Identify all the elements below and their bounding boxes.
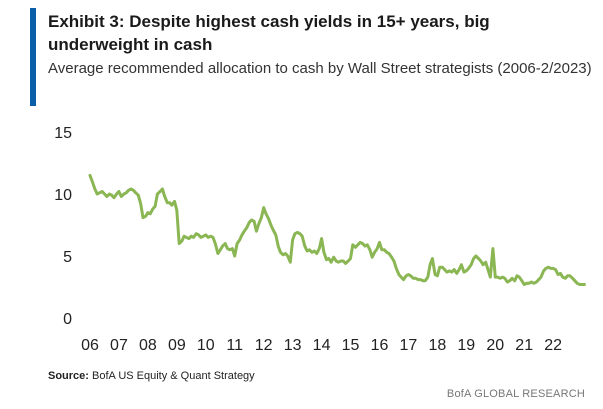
x-tick-label: 16	[371, 337, 389, 354]
x-tick-label: 07	[110, 337, 128, 354]
y-tick-label: 15	[54, 125, 72, 142]
x-tick-label: 21	[515, 337, 533, 354]
source-label: Source:	[48, 370, 89, 382]
x-axis: 06 07 08 09 10 11 12 13 14 15 16 17 18 19 20 21 22	[81, 337, 562, 354]
source-text: BofA US Equity & Quant Strategy	[92, 370, 255, 382]
chart-subtitle: Average recommended allocation to cash b…	[48, 60, 592, 77]
source-note: Source: BofA US Equity & Quant Strategy	[48, 370, 255, 382]
x-tick-label: 13	[284, 337, 302, 354]
y-tick-label: 5	[63, 249, 72, 266]
series-layer	[88, 173, 586, 286]
x-tick-label: 09	[168, 337, 186, 354]
x-tick-label: 19	[457, 337, 475, 354]
x-tick-label: 22	[544, 337, 562, 354]
x-tick-label: 10	[197, 337, 215, 354]
chart-title: Exhibit 3: Despite highest cash yields i…	[48, 12, 490, 54]
line-chart: 0 5 10 15 06 07 08 09 10 11 12 13 14 15 16 17 18 19 20 21 2…	[54, 125, 586, 354]
x-tick-label: 18	[428, 337, 446, 354]
x-tick-label: 15	[342, 337, 360, 354]
x-tick-label: 17	[400, 337, 418, 354]
x-tick-label: 20	[486, 337, 504, 354]
x-tick-label: 08	[139, 337, 157, 354]
y-axis: 0 5 10 15	[54, 125, 72, 328]
footer-brand: BofA GLOBAL RESEARCH	[446, 388, 585, 400]
series-line-cash-allocation	[88, 173, 586, 286]
y-tick-label: 10	[54, 187, 72, 204]
y-tick-label: 0	[63, 311, 72, 328]
x-tick-label: 14	[313, 337, 331, 354]
x-tick-label: 12	[255, 337, 273, 354]
x-tick-label: 11	[226, 337, 243, 354]
x-tick-label: 06	[81, 337, 99, 354]
accent-bar	[30, 8, 36, 106]
